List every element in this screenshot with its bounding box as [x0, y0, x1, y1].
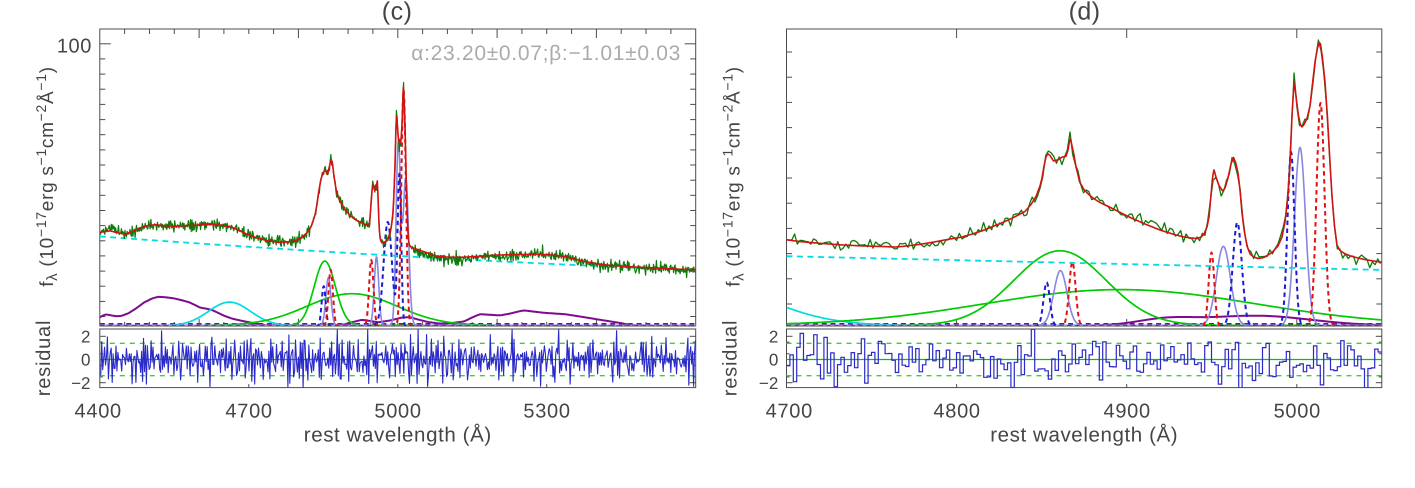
svg-text:5000: 5000 [374, 400, 421, 422]
svg-text:rest wavelength (Å): rest wavelength (Å) [304, 424, 492, 447]
svg-text:residual: residual [720, 320, 742, 396]
svg-text:residual: residual [33, 320, 55, 396]
svg-text:5300: 5300 [523, 400, 570, 422]
svg-text:100: 100 [57, 35, 92, 57]
svg-text:4800: 4800 [933, 400, 980, 422]
svg-text:5000: 5000 [1274, 400, 1321, 422]
svg-text:(c): (c) [382, 0, 413, 25]
svg-text:4900: 4900 [1104, 400, 1151, 422]
svg-text:(d): (d) [1069, 0, 1101, 25]
svg-text:fλ (10−17erg s−1cm−2Å−1): fλ (10−17erg s−1cm−2Å−1) [33, 66, 61, 287]
svg-text:2: 2 [769, 328, 778, 347]
svg-text:4700: 4700 [225, 400, 272, 422]
svg-text:−2: −2 [759, 374, 778, 393]
svg-text:α:23.20±0.07;β:−1.01±0.03: α:23.20±0.07;β:−1.01±0.03 [411, 42, 681, 65]
svg-text:−2: −2 [71, 374, 90, 393]
svg-text:4700: 4700 [766, 400, 813, 422]
svg-text:0: 0 [769, 351, 778, 370]
svg-text:fλ (10−17erg s−1cm−2Å−1): fλ (10−17erg s−1cm−2Å−1) [720, 66, 748, 287]
svg-text:2: 2 [81, 328, 90, 347]
svg-text:rest wavelength (Å): rest wavelength (Å) [990, 424, 1178, 447]
svg-text:0: 0 [81, 351, 90, 370]
svg-text:4400: 4400 [75, 400, 122, 422]
